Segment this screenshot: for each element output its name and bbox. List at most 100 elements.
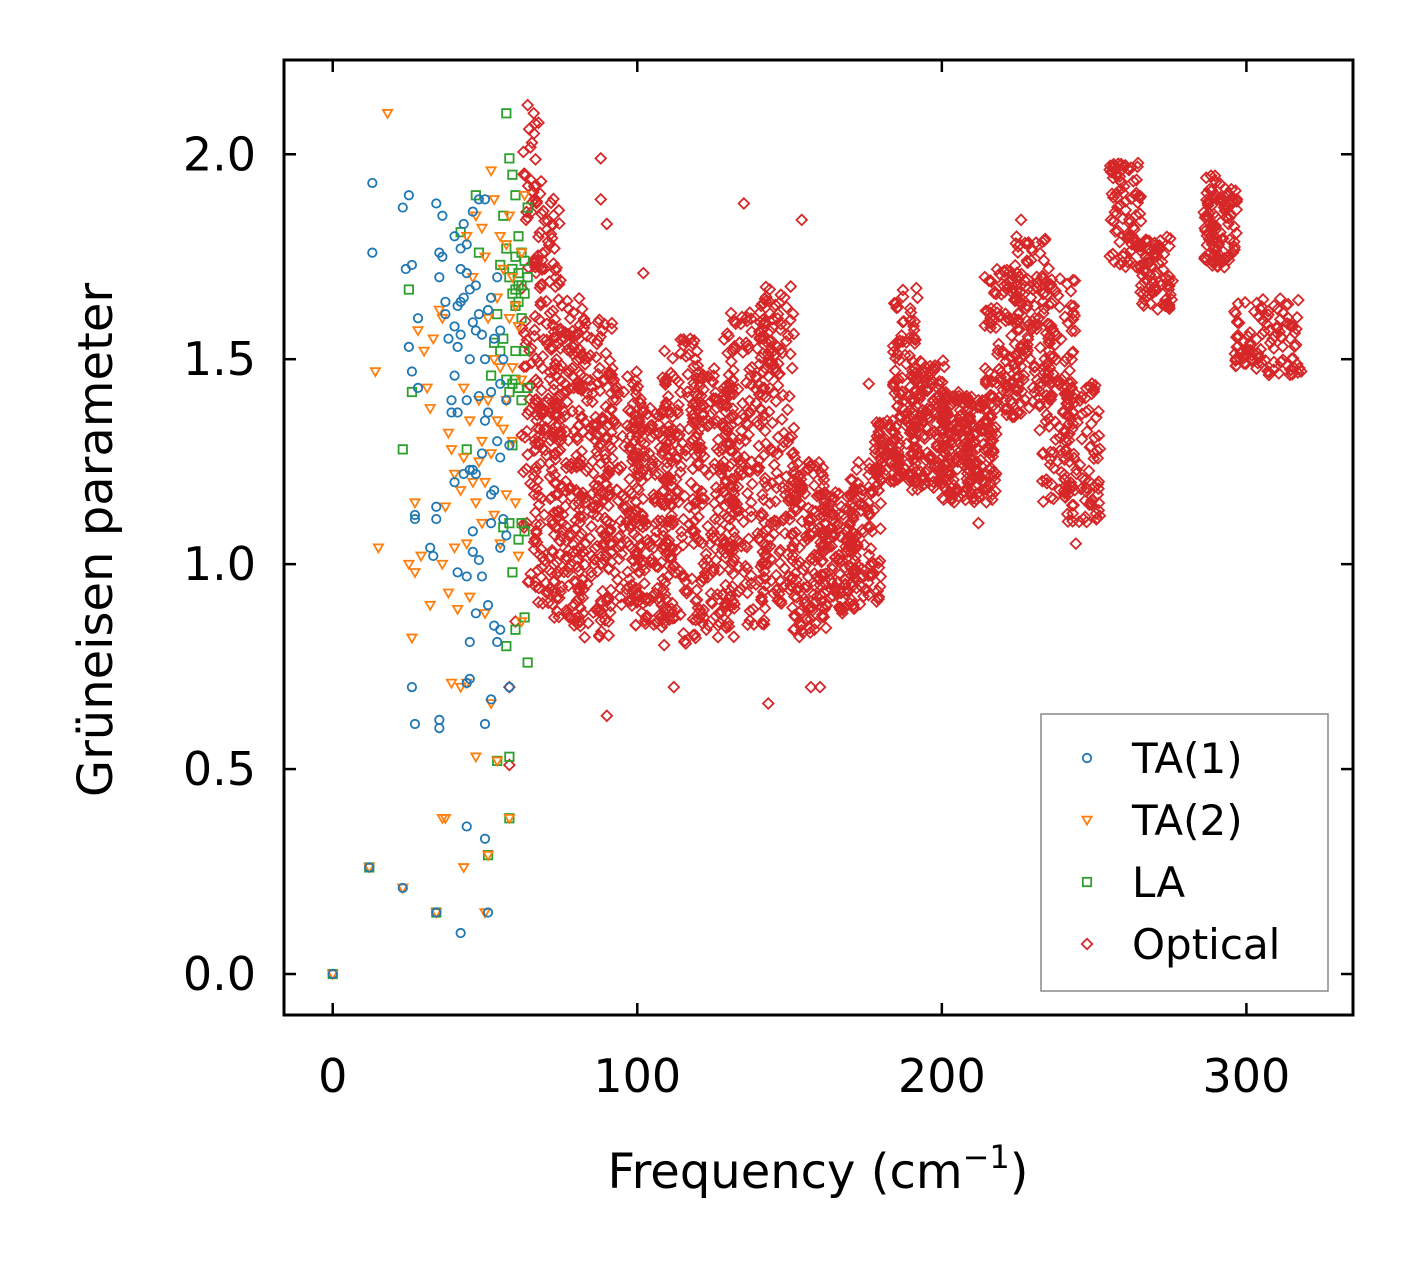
data-point-optical — [1026, 395, 1040, 409]
data-point-optical — [800, 612, 814, 626]
data-point-optical — [836, 603, 850, 617]
y-tick-label: 2.0 — [183, 127, 256, 181]
data-point-optical — [1205, 198, 1219, 212]
data-point-optical — [1066, 306, 1080, 320]
data-point-optical — [590, 445, 604, 459]
data-point-ta2 — [478, 252, 492, 264]
data-point-optical — [740, 310, 754, 324]
data-point-optical — [543, 306, 557, 320]
data-point-optical — [707, 369, 721, 383]
data-point-optical — [724, 418, 738, 432]
data-point-optical — [562, 382, 576, 396]
data-point-ta1 — [434, 272, 445, 283]
data-point-ta1 — [476, 448, 488, 459]
data-point-optical — [1227, 220, 1241, 234]
data-point-optical — [774, 342, 788, 356]
data-point-optical — [567, 424, 581, 438]
data-point-optical — [546, 318, 560, 332]
data-point-optical — [665, 454, 679, 468]
data-point-optical — [688, 503, 702, 517]
data-point-optical — [862, 588, 876, 602]
data-point-optical — [830, 518, 844, 532]
data-point-optical — [686, 524, 700, 538]
data-point-ta1 — [409, 718, 421, 730]
data-point-ta1 — [431, 198, 442, 209]
data-point-optical — [761, 369, 775, 383]
data-point-ta2 — [494, 231, 507, 243]
data-point-optical — [533, 457, 547, 471]
data-point-optical — [1061, 487, 1075, 501]
data-point-ta2 — [484, 449, 498, 460]
data-point-optical — [672, 375, 686, 389]
data-point-optical — [537, 332, 551, 347]
data-point-optical — [710, 587, 724, 602]
data-point-ta2 — [466, 477, 480, 489]
data-point-optical — [1038, 372, 1052, 386]
data-point-optical — [534, 570, 548, 584]
data-point-optical — [1015, 267, 1029, 281]
data-point-optical — [733, 336, 747, 350]
data-point-optical — [647, 492, 661, 506]
data-point-optical — [916, 473, 930, 487]
data-point-optical — [552, 277, 566, 291]
data-point-optical — [968, 435, 982, 449]
series-optical — [502, 98, 1308, 772]
data-point-ta1 — [467, 526, 478, 537]
data-point-optical — [638, 437, 652, 451]
data-point-ta2 — [424, 404, 437, 415]
data-point-optical — [744, 504, 758, 518]
data-point-optical — [867, 503, 881, 517]
data-point-optical — [591, 376, 605, 390]
data-point-optical — [1002, 313, 1016, 327]
data-point-optical — [1061, 316, 1075, 330]
data-point-optical — [529, 152, 543, 166]
data-point-optical — [548, 409, 562, 423]
data-point-ta1 — [495, 378, 506, 389]
data-point-optical — [1209, 188, 1223, 202]
data-point-optical — [649, 516, 663, 530]
data-point-optical — [1042, 412, 1056, 426]
data-point-optical — [528, 323, 542, 337]
data-point-ta2 — [500, 240, 513, 251]
data-point-optical — [572, 291, 586, 305]
data-point-optical — [521, 98, 535, 112]
data-point-optical — [1130, 173, 1144, 187]
data-point-optical — [594, 594, 608, 608]
data-point-optical — [853, 490, 867, 504]
data-point-ta2 — [512, 551, 525, 563]
data-point-optical — [636, 405, 650, 419]
data-point-optical — [602, 628, 616, 642]
data-point-optical — [1129, 208, 1143, 222]
data-point-optical — [580, 372, 594, 386]
data-point-optical — [658, 344, 672, 358]
data-point-optical — [989, 402, 1003, 416]
data-point-optical — [844, 530, 858, 544]
data-point-optical — [575, 347, 589, 361]
data-point-optical — [1142, 234, 1156, 248]
data-point-ta2 — [469, 498, 483, 510]
data-point-la — [510, 624, 521, 635]
data-point-optical — [721, 616, 735, 630]
data-point-optical — [1037, 253, 1051, 267]
data-point-optical — [1000, 408, 1014, 422]
data-point-optical — [891, 347, 905, 361]
data-point-optical — [1075, 407, 1089, 421]
data-point-optical — [782, 430, 796, 445]
data-point-optical — [758, 601, 772, 615]
data-point-ta1 — [470, 608, 481, 619]
data-point-optical — [847, 563, 861, 578]
data-point-optical — [576, 573, 590, 587]
data-point-optical — [706, 375, 720, 389]
data-point-ta1 — [485, 386, 497, 398]
data-point-optical — [674, 459, 688, 473]
data-point-optical — [970, 442, 984, 456]
data-point-optical — [755, 617, 769, 631]
data-point-optical — [732, 437, 746, 451]
data-point-optical — [731, 534, 745, 548]
data-point-optical — [606, 433, 620, 447]
data-point-optical — [1048, 415, 1062, 429]
data-point-optical — [997, 265, 1011, 279]
data-point-optical — [873, 445, 887, 459]
data-point-optical — [563, 311, 577, 326]
data-point-optical — [979, 495, 993, 509]
